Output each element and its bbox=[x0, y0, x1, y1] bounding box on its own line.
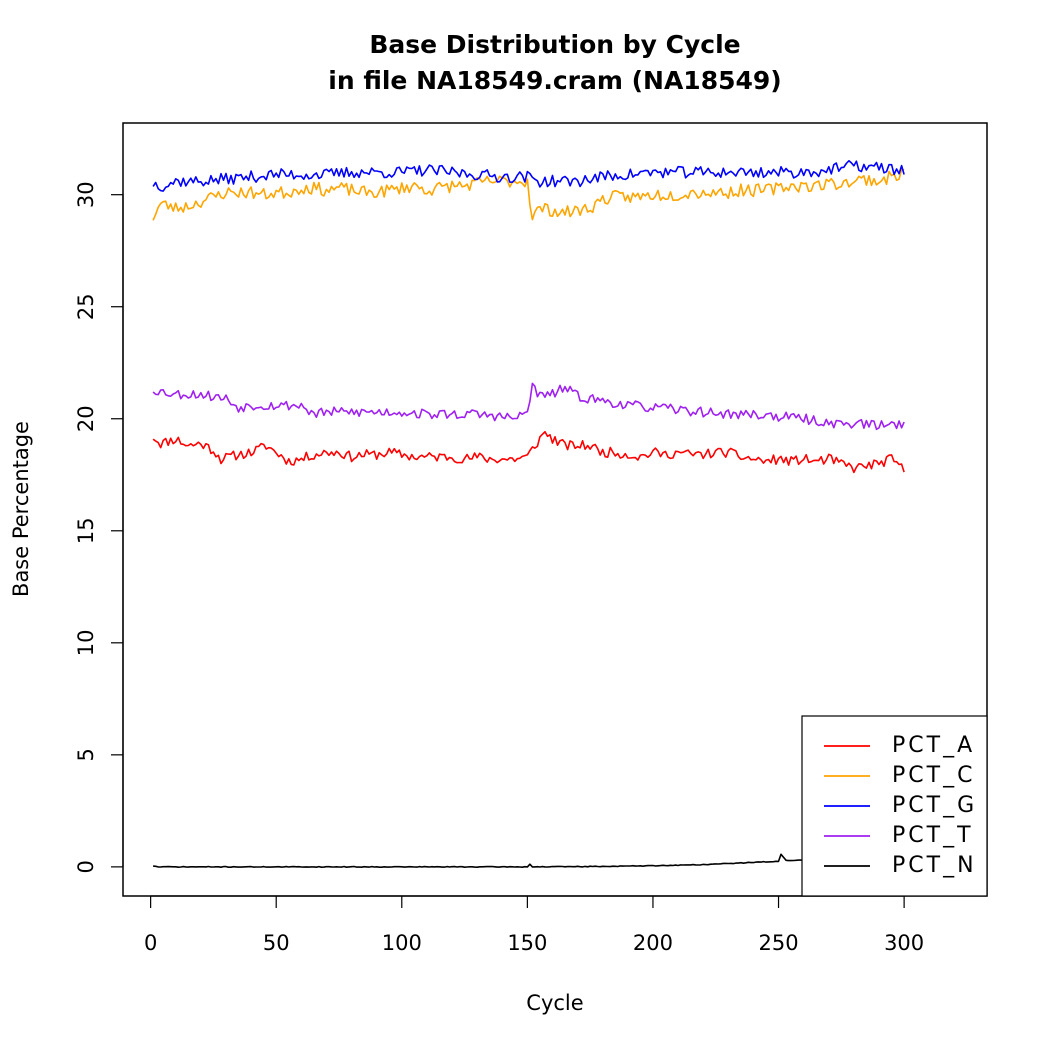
series-line-pct-t bbox=[152, 382, 905, 431]
x-axis-label: Cycle bbox=[526, 991, 583, 1015]
legend-label: PCT_A bbox=[892, 733, 975, 758]
series-line-pct-c bbox=[152, 168, 905, 221]
y-tick-label: 0 bbox=[74, 860, 98, 873]
y-axis: 0 5 10 15 20 25 30 bbox=[74, 181, 124, 874]
legend-label: PCT_G bbox=[892, 793, 977, 818]
x-tick-label: 50 bbox=[263, 931, 290, 955]
series-line-pct-g bbox=[152, 160, 905, 192]
x-tick-label: 200 bbox=[633, 931, 673, 955]
y-tick-label: 25 bbox=[74, 293, 98, 320]
series-line-pct-n bbox=[153, 853, 905, 869]
legend-label: PCT_N bbox=[892, 853, 977, 878]
legend: PCT_A PCT_C PCT_G PCT_T PCT_N bbox=[801, 715, 988, 897]
x-tick-label: 250 bbox=[758, 931, 798, 955]
series-line-pct-a bbox=[152, 430, 905, 474]
y-tick-label: 30 bbox=[74, 181, 98, 208]
y-tick-label: 20 bbox=[74, 405, 98, 432]
y-axis-label: Base Percentage bbox=[9, 421, 33, 597]
x-tick-label: 100 bbox=[382, 931, 422, 955]
y-tick-label: 10 bbox=[74, 629, 98, 656]
legend-label: PCT_C bbox=[892, 763, 975, 788]
chart-subtitle: in file NA18549.cram (NA18549) bbox=[328, 66, 781, 95]
x-axis: 0 50 100 150 200 250 300 bbox=[144, 895, 924, 955]
x-tick-label: 150 bbox=[507, 931, 547, 955]
y-tick-label: 5 bbox=[74, 748, 98, 761]
y-tick-label: 15 bbox=[74, 517, 98, 544]
series-layer bbox=[152, 160, 905, 869]
chart-title: Base Distribution by Cycle bbox=[369, 30, 740, 59]
legend-label: PCT_T bbox=[892, 823, 974, 848]
x-tick-label: 300 bbox=[884, 931, 924, 955]
x-tick-label: 0 bbox=[144, 931, 157, 955]
